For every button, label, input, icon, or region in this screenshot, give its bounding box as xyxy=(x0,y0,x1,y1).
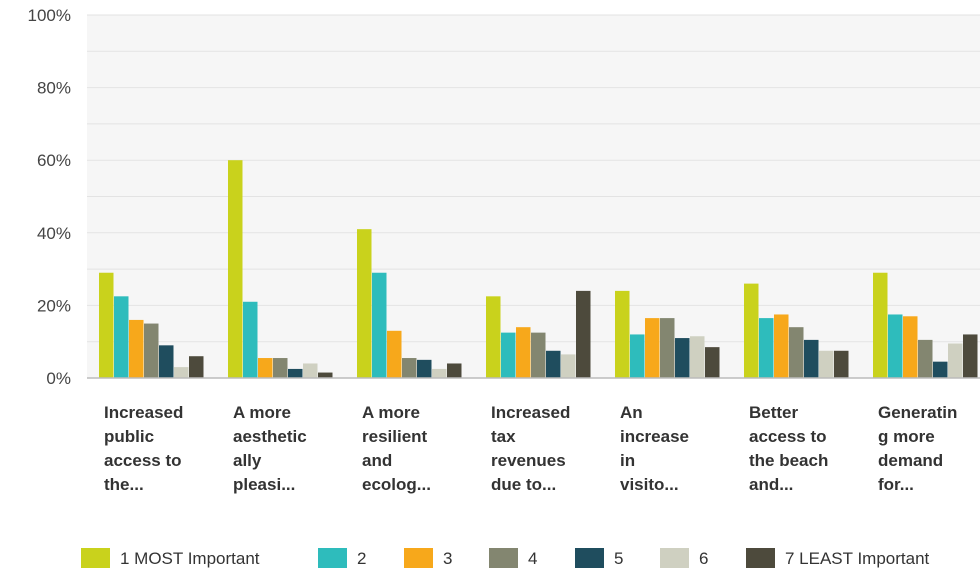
bar xyxy=(447,363,462,378)
bar xyxy=(819,350,834,378)
y-tick-label: 80% xyxy=(37,79,71,98)
legend-swatch xyxy=(575,548,604,568)
category-label: public xyxy=(104,427,154,446)
bar xyxy=(417,359,432,378)
legend-label: 6 xyxy=(699,549,708,568)
bar xyxy=(357,229,372,378)
bar xyxy=(903,316,918,378)
category-label: increase xyxy=(620,427,689,446)
category-label: An xyxy=(620,403,643,422)
category-label: tax xyxy=(491,427,516,446)
bar xyxy=(228,160,243,378)
legend-swatch xyxy=(318,548,347,568)
y-tick-label: 20% xyxy=(37,296,71,315)
category-label: the beach xyxy=(749,451,828,470)
y-tick-label: 40% xyxy=(37,224,71,243)
bar xyxy=(645,318,660,378)
legend-label: 1 MOST Important xyxy=(120,549,260,568)
bar xyxy=(174,367,189,378)
bar xyxy=(759,318,774,378)
category-label: the... xyxy=(104,475,144,494)
category-label: and xyxy=(362,451,392,470)
category-label: for... xyxy=(878,475,914,494)
category-label: due to... xyxy=(491,475,556,494)
bar xyxy=(933,361,948,378)
bar xyxy=(114,296,129,378)
legend-swatch xyxy=(489,548,518,568)
bar xyxy=(486,296,501,378)
category-label: A more xyxy=(233,403,291,422)
bar xyxy=(402,358,417,378)
bar xyxy=(516,327,531,378)
category-label: ecolog... xyxy=(362,475,431,494)
bar xyxy=(660,318,675,378)
category-label: revenues xyxy=(491,451,566,470)
category-label: in xyxy=(620,451,635,470)
bar xyxy=(189,356,204,378)
legend-label: 7 LEAST Important xyxy=(785,549,930,568)
category-label: ally xyxy=(233,451,262,470)
bar xyxy=(144,323,159,378)
category-label: demand xyxy=(878,451,943,470)
y-tick-label: 100% xyxy=(28,6,71,25)
bar xyxy=(99,272,114,378)
category-label: access to xyxy=(749,427,827,446)
category-label: access to xyxy=(104,451,182,470)
legend-swatch xyxy=(746,548,775,568)
bar xyxy=(804,339,819,378)
bar xyxy=(387,330,402,378)
category-label: pleasi... xyxy=(233,475,295,494)
bar xyxy=(630,334,645,378)
bar xyxy=(129,319,144,378)
category-label: Increased xyxy=(491,403,570,422)
bar xyxy=(273,358,288,378)
bar xyxy=(576,290,591,378)
bar xyxy=(789,327,804,378)
bar xyxy=(288,368,303,378)
bar xyxy=(303,363,318,378)
category-label: Better xyxy=(749,403,799,422)
bar xyxy=(774,314,789,378)
bar xyxy=(372,272,387,378)
bar xyxy=(531,332,546,378)
bar xyxy=(675,338,690,378)
bar xyxy=(561,354,576,378)
legend-label: 5 xyxy=(614,549,623,568)
bar xyxy=(705,347,720,378)
bar xyxy=(159,345,174,378)
bar xyxy=(888,314,903,378)
category-label: g more xyxy=(878,427,935,446)
y-tick-label: 0% xyxy=(46,369,71,388)
legend-swatch xyxy=(404,548,433,568)
category-label: resilient xyxy=(362,427,428,446)
category-label: A more xyxy=(362,403,420,422)
bar xyxy=(258,358,273,378)
bar xyxy=(243,301,258,378)
bar xyxy=(690,336,705,378)
legend-label: 2 xyxy=(357,549,366,568)
bar xyxy=(744,283,759,378)
bar xyxy=(948,343,963,378)
category-label: visito... xyxy=(620,475,679,494)
category-label: Increased xyxy=(104,403,183,422)
category-label: Generatin xyxy=(878,403,957,422)
bar xyxy=(546,350,561,378)
legend-label: 4 xyxy=(528,549,537,568)
bar xyxy=(918,339,933,378)
bar xyxy=(615,290,630,378)
bar xyxy=(318,372,333,378)
legend-swatch xyxy=(81,548,110,568)
bar xyxy=(501,332,516,378)
bar xyxy=(873,272,888,378)
bar xyxy=(834,350,849,378)
category-label: and... xyxy=(749,475,793,494)
category-label: aesthetic xyxy=(233,427,307,446)
legend-swatch xyxy=(660,548,689,568)
bar xyxy=(432,368,447,378)
legend-label: 3 xyxy=(443,549,452,568)
y-tick-label: 60% xyxy=(37,151,71,170)
bar xyxy=(963,334,978,378)
